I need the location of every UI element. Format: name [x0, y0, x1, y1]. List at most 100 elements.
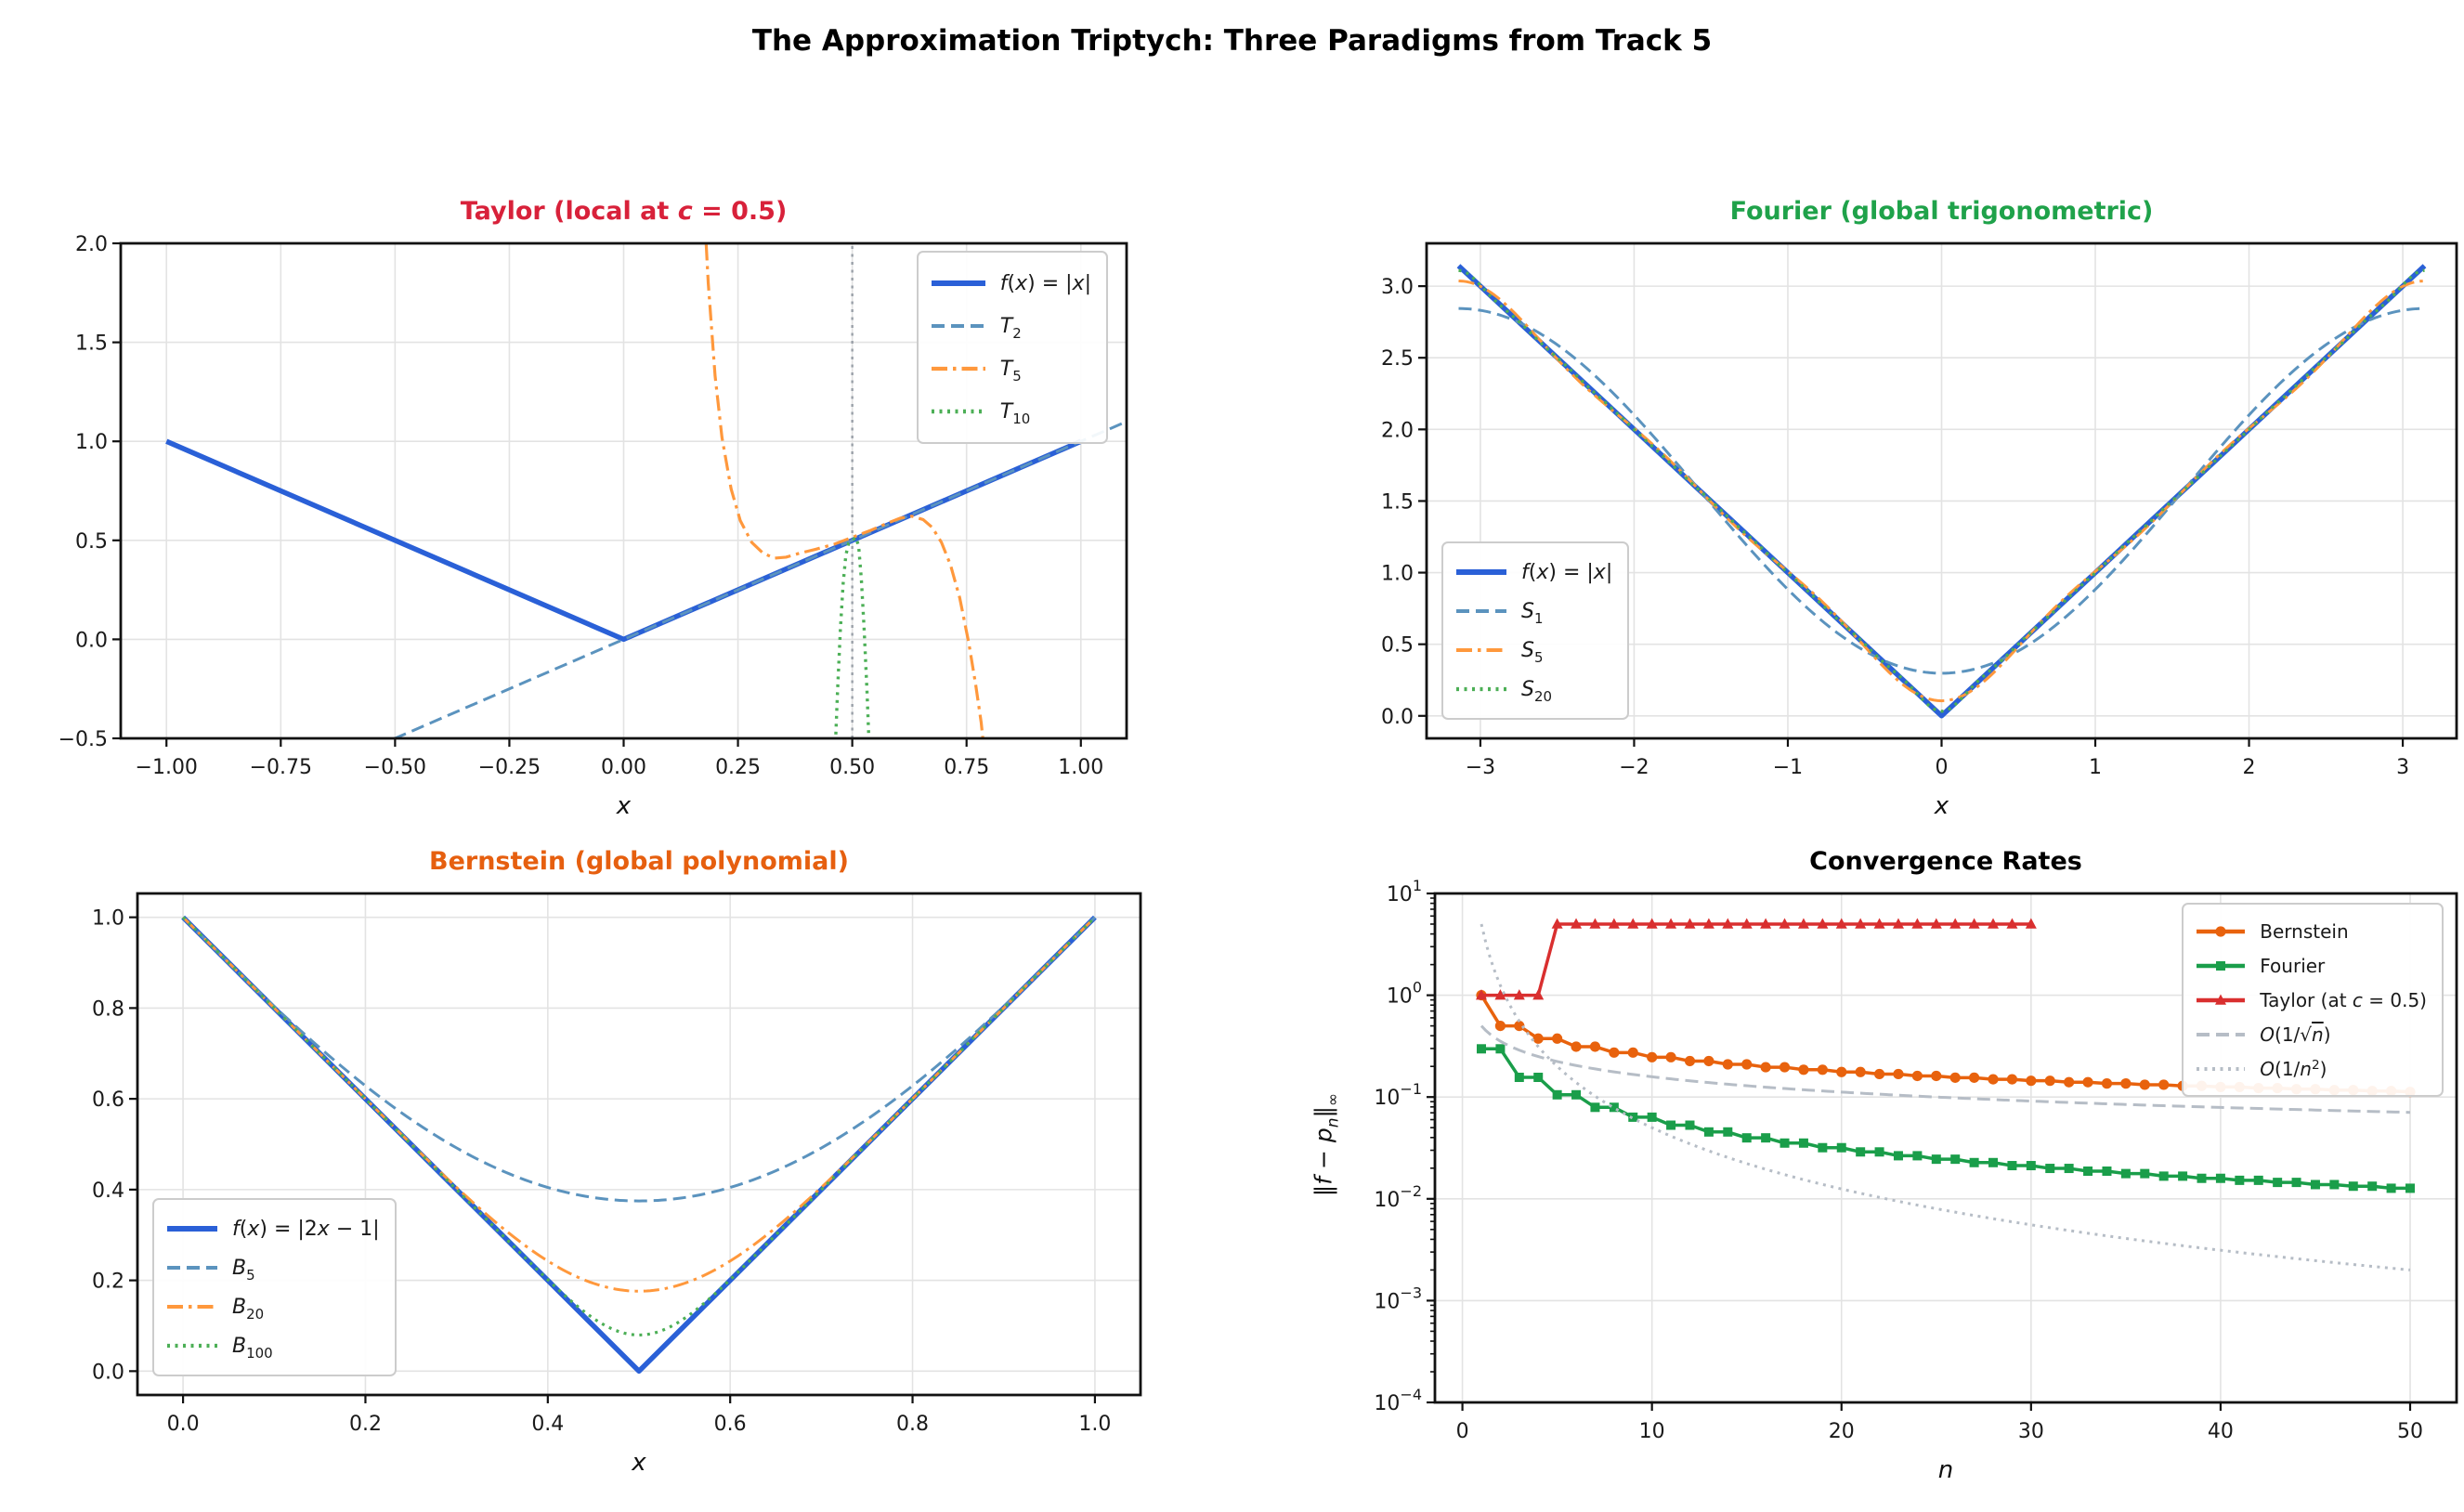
ytick-label: 10−3 [1374, 1284, 1422, 1313]
tick-labels-bernstein: 0.0 0.2 0.4 0.6 0.8 1.0 0.0 0.2 0.4 0.6 0.8 1.0 [92, 907, 1111, 1436]
legend-sample-taylor-error [2197, 994, 2246, 1005]
xtick-label: 40 [2208, 1420, 2234, 1443]
xtick-label: 0.00 [601, 756, 646, 779]
xtick-label: 0.4 [531, 1413, 564, 1436]
xtick-label: 3 [2396, 756, 2409, 779]
legend-label-B100: B100 [232, 1334, 273, 1362]
legend-item-bernstein-error: Bernstein [2195, 914, 2427, 948]
panel-title-taylor: Taylor (local at c = 0.5) [460, 197, 788, 226]
legend-sample-f-abs [1456, 569, 1506, 575]
series-T10 [834, 535, 871, 738]
series-S20 [1458, 268, 2425, 713]
legend-label-T5: T5 [999, 357, 1022, 385]
legend-label-S20: S20 [1521, 677, 1552, 705]
plot-area-convergence: 0 10 20 30 40 50 101 100 10−1 10−2 10−3 10−4 [1374, 877, 2458, 1443]
series-S1 [1458, 306, 2425, 675]
legend-bernstein: f(x) = |2x − 1| B5 B20 B100 [152, 1198, 397, 1376]
xtick-label: 0.2 [349, 1413, 382, 1436]
legend-sample-B100 [167, 1343, 217, 1349]
legend-label-bernstein-error: Bernstein [2260, 919, 2349, 943]
legend-sample-S20 [1456, 686, 1506, 692]
legend-sample-S1 [1456, 609, 1506, 613]
xtick-label: −0.25 [478, 756, 541, 779]
ytick-label: −0.5 [59, 728, 108, 751]
ytick-label: 1.0 [75, 431, 108, 454]
ytick-label: 0.8 [92, 997, 124, 1021]
xtick-label: 0.50 [829, 756, 875, 779]
ytick-label: 2.5 [1381, 347, 1414, 371]
series-S5 [1458, 279, 2425, 703]
xtick-label: 0.75 [944, 756, 989, 779]
ytick-label: 10−2 [1374, 1182, 1422, 1212]
ytick-label: 1.5 [1381, 490, 1414, 514]
legend-label-f-abs: f(x) = |x| [1521, 560, 1613, 584]
legend-label-T10: T10 [999, 399, 1031, 427]
legend-sample-guide-inv-sqrt-n [2197, 1032, 2246, 1036]
xtick-label: 0.8 [896, 1413, 929, 1436]
legend-label-guide-inv-n2: O(1/n2) [2260, 1057, 2327, 1080]
ytick-label: 1.0 [1381, 563, 1414, 586]
xlabel-fourier: x [1934, 792, 1949, 820]
legend-item-f-abs: f(x) = |x| [930, 262, 1091, 305]
xtick-label: 0.6 [714, 1413, 747, 1436]
tick-marks-taylor [112, 241, 1082, 747]
legend-label-S1: S1 [1521, 599, 1544, 627]
legend-item-fourier-error: Fourier [2195, 948, 2427, 983]
tick-labels-fourier: −3 −2 −1 0 1 2 3 0.0 0.5 1.0 1.5 2.0 2.5 3.0 [1381, 276, 2409, 779]
xtick-label: 1 [2089, 756, 2102, 779]
ytick-label: 0.0 [75, 629, 108, 652]
legend-sample-f-abs [931, 280, 985, 286]
panel-title-convergence: Convergence Rates [1809, 847, 2082, 876]
xtick-label: 1.0 [1078, 1413, 1111, 1436]
legend-sample-B20 [167, 1305, 217, 1309]
legend-item-guide-inv-sqrt-n: O(1/√n) [2195, 1017, 2427, 1051]
series-guide-inv-sqrt-n [1480, 1024, 2411, 1114]
xtick-label: −1 [1773, 756, 1803, 779]
minor-ticks-convergence [1430, 897, 1435, 1373]
legend-sample-guide-inv-n2 [2197, 1066, 2246, 1071]
ytick-label: 2.0 [1381, 419, 1414, 442]
ytick-label: 10−4 [1374, 1386, 1422, 1415]
xtick-label: 0.0 [167, 1413, 200, 1436]
series-f-abs [165, 438, 1082, 643]
markers-fourier-error [1477, 1044, 2415, 1193]
markers-taylor-error [1476, 918, 2037, 1000]
tick-marks-bernstein [129, 916, 1097, 1403]
legend-label-S5: S5 [1521, 638, 1544, 666]
legend-item-T5: T5 [930, 347, 1091, 390]
tick-marks-fourier [1418, 285, 2405, 747]
legend-fourier: f(x) = |x| S1 S5 S20 [1441, 541, 1630, 720]
tick-labels-taylor: −1.00 −0.75 −0.50 −0.25 0.00 0.25 0.50 0.75 1.00… [59, 233, 1104, 779]
ytick-label: 101 [1387, 877, 1422, 906]
legend-item-B5: B5 [165, 1248, 380, 1287]
xtick-label: −1.00 [136, 756, 198, 779]
panel-title-fourier: Fourier (global trigonometric) [1729, 197, 2154, 226]
ytick-label: 0.4 [92, 1180, 124, 1203]
panel-convergence: 0 10 20 30 40 50 101 100 10−1 10−2 10−3 10−4 Bernste… [1374, 877, 2458, 1443]
ytick-label: 10−1 [1374, 1080, 1422, 1110]
legend-sample-bernstein-error [2197, 925, 2246, 937]
panel-bernstein: 0.0 0.2 0.4 0.6 0.8 1.0 0.0 0.2 0.4 0.6 0.8 1.0 f(x)… [92, 892, 1142, 1436]
legend-item-guide-inv-n2: O(1/n2) [2195, 1051, 2427, 1086]
series-T5 [704, 243, 984, 738]
legend-label-taylor-error: Taylor (at c = 0.5) [2260, 988, 2427, 1011]
legend-sample-T2 [931, 324, 985, 328]
ytick-label: 0.5 [1381, 634, 1414, 658]
legend-label-B20: B20 [232, 1295, 265, 1323]
ytick-label: 2.0 [75, 233, 108, 256]
legend-item-T2: T2 [930, 305, 1091, 347]
xtick-label: 50 [2397, 1420, 2423, 1443]
ytick-label: 3.0 [1381, 276, 1414, 299]
legend-item-taylor-error: Taylor (at c = 0.5) [2195, 983, 2427, 1017]
figure-title: The Approximation Triptych: Three Paradi… [751, 24, 1713, 58]
xtick-label: 10 [1639, 1420, 1665, 1443]
ytick-label: 0.5 [75, 530, 108, 554]
xlabel-taylor: x [616, 792, 632, 820]
axes-spines-convergence [1433, 892, 2458, 1404]
xtick-label: −2 [1619, 756, 1649, 779]
legend-sample-T10 [931, 409, 985, 414]
plot-area-bernstein: 0.0 0.2 0.4 0.6 0.8 1.0 0.0 0.2 0.4 0.6 0.8 1.0 [92, 892, 1142, 1436]
ytick-label: 0.0 [92, 1361, 124, 1384]
legend-item-f-abs: f(x) = |x| [1454, 553, 1612, 592]
